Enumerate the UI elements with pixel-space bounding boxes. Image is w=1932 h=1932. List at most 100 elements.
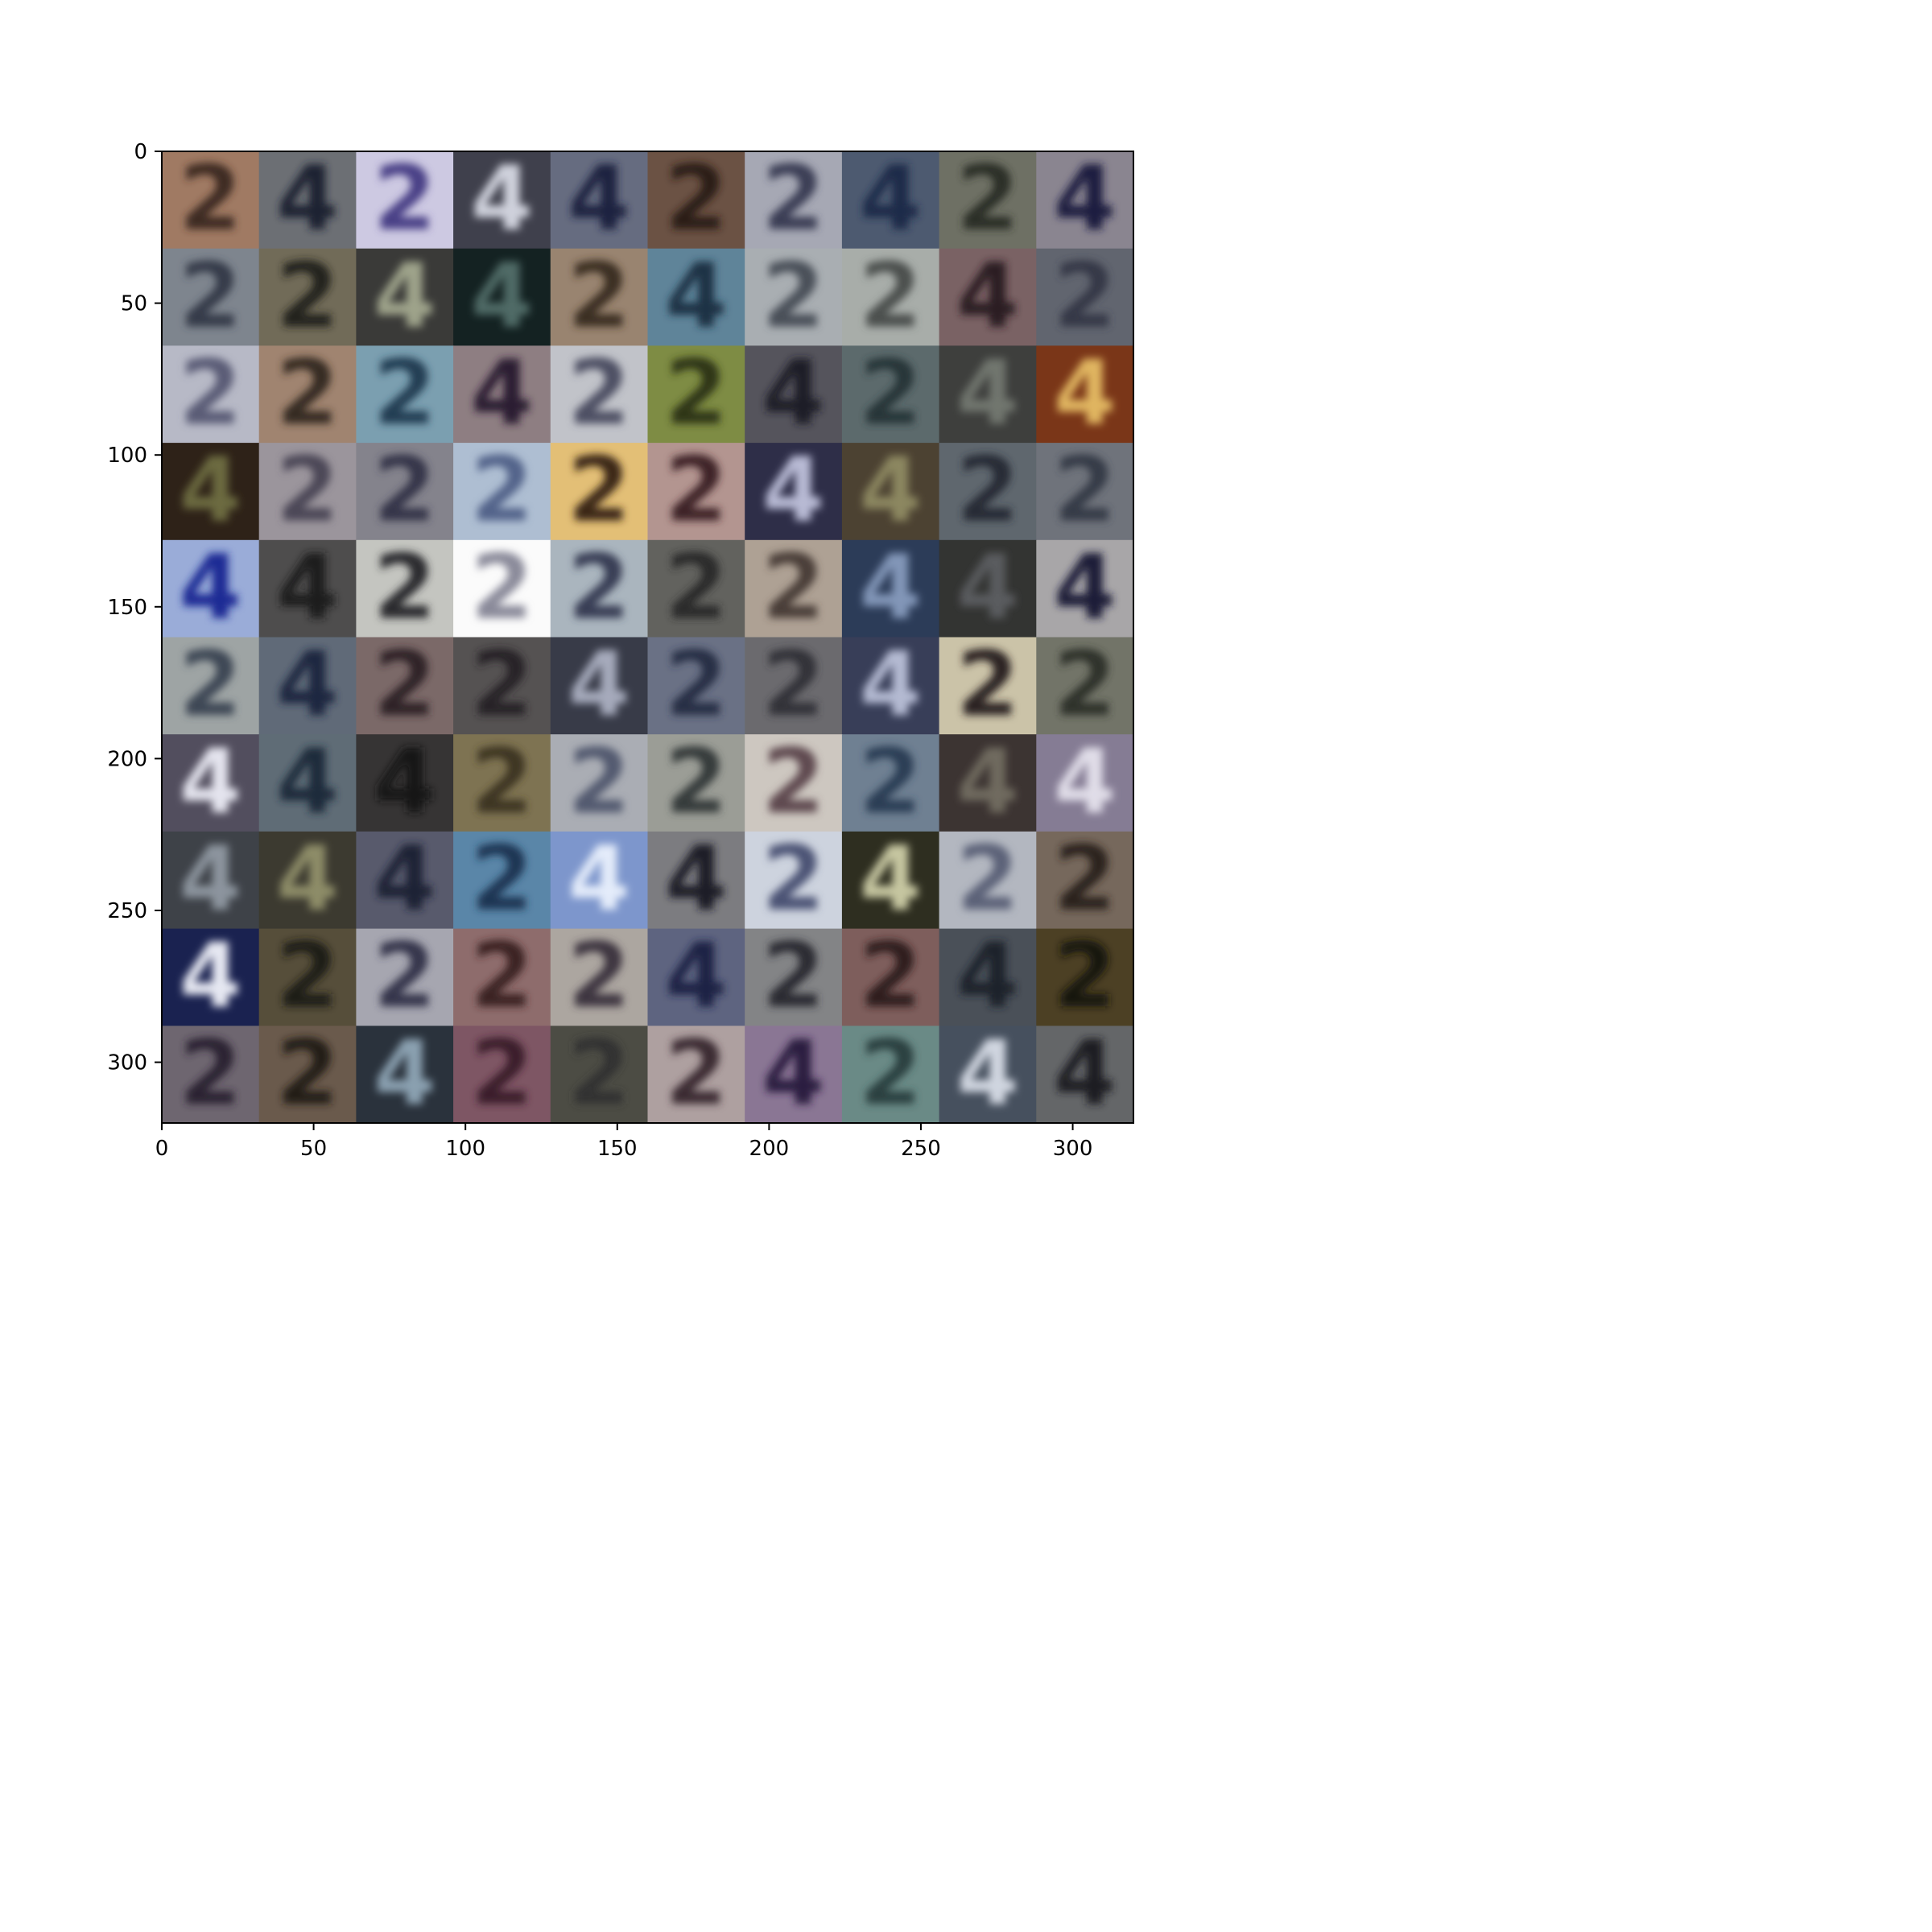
tile-digit: 2	[860, 924, 922, 1028]
tile-digit: 2	[762, 535, 824, 639]
digit-tile: 2	[1036, 633, 1133, 737]
tile-background	[647, 151, 745, 250]
digit-tile: 2	[647, 730, 745, 834]
tile-background	[745, 734, 843, 832]
tile-background	[745, 831, 843, 930]
digit-tile: 4	[939, 345, 1037, 444]
tile-digit: 4	[1054, 147, 1116, 251]
digit-tile: 4	[550, 831, 649, 930]
tile-digit: 2	[956, 439, 1018, 543]
digit-tile: 2	[258, 928, 357, 1026]
tile-digit: 4	[276, 730, 338, 834]
tile-digit: 4	[1054, 730, 1116, 834]
tile-background	[550, 831, 649, 930]
digit-tile: 4	[453, 147, 551, 251]
x-tick-label: 200	[749, 1137, 790, 1161]
tile-background	[939, 443, 1037, 541]
tile-background	[647, 539, 745, 638]
tile-background	[647, 637, 745, 735]
tile-digit: 2	[762, 730, 824, 834]
tile-background	[647, 248, 745, 346]
tile-digit: 2	[471, 633, 533, 737]
digit-tile: 2	[939, 831, 1037, 930]
tile-digit: 2	[860, 730, 922, 834]
tile-background	[745, 1026, 843, 1123]
tile-background	[356, 539, 454, 638]
tile-background	[841, 637, 940, 735]
tile-background	[939, 248, 1037, 346]
tile-background	[453, 345, 551, 444]
tile-background	[1036, 734, 1133, 832]
x-tick-label: 50	[300, 1137, 327, 1161]
digit-tile: 4	[453, 248, 551, 346]
x-tick-label: 100	[445, 1137, 485, 1161]
digit-tile: 2	[162, 341, 260, 445]
tile-background	[258, 248, 357, 346]
tile-digit: 2	[1054, 633, 1116, 737]
digit-tile: 2	[453, 734, 551, 832]
tile-digit: 2	[568, 924, 630, 1028]
image-grid-figure: 2 4 2 4 4 2 2 4 2 42 2 4 4 2 4 2 2 4 22 2 2 4 2 2 4 2 4 44 2 2 2 2 2 4 4 2 2…	[107, 140, 1134, 1161]
digit-tile: 4	[745, 345, 843, 444]
digit-tile: 4	[939, 928, 1037, 1026]
tile-digit: 4	[860, 827, 922, 931]
tile-digit: 4	[276, 827, 338, 931]
tile-digit: 2	[665, 730, 727, 834]
tile-background	[939, 734, 1037, 832]
tile-digit: 4	[956, 535, 1018, 639]
tile-digit: 2	[180, 341, 242, 445]
digit-tile: 2	[647, 539, 745, 638]
tile-background	[258, 831, 357, 930]
tile-digit: 4	[956, 730, 1018, 834]
tile-background	[745, 248, 843, 346]
digit-tile: 2	[939, 637, 1037, 735]
tile-background	[939, 637, 1037, 735]
tile-background	[647, 345, 745, 444]
digit-tile: 2	[939, 147, 1037, 251]
tile-digit: 4	[956, 244, 1018, 348]
tile-digit: 4	[860, 535, 922, 639]
x-tick-label: 150	[597, 1137, 638, 1161]
digit-tile: 2	[162, 151, 260, 249]
digit-tile: 4	[258, 637, 357, 735]
tile-background	[162, 928, 260, 1026]
tile-digit: 2	[276, 439, 338, 543]
tile-background	[841, 831, 940, 930]
tile-background	[550, 151, 649, 250]
digit-tile: 2	[939, 439, 1037, 543]
digit-tile: 2	[550, 924, 649, 1028]
tile-digit: 4	[471, 147, 533, 251]
tile-background	[162, 734, 260, 832]
tile-digit: 4	[374, 827, 436, 931]
tile-background	[550, 928, 649, 1026]
digit-tile: 2	[356, 637, 454, 735]
digit-tile: 4	[745, 443, 843, 540]
tile-background	[356, 637, 454, 735]
tile-background	[745, 151, 843, 250]
tile-background	[841, 1026, 940, 1123]
tile-background	[356, 734, 454, 832]
tile-digit: 4	[374, 1022, 436, 1125]
tile-background	[939, 1026, 1037, 1123]
tile-background	[550, 734, 649, 832]
tile-digit: 4	[180, 827, 242, 931]
tile-background	[453, 637, 551, 735]
tile-digit: 2	[1054, 827, 1116, 931]
tile-digit: 4	[276, 147, 338, 251]
tile-digit: 2	[956, 147, 1018, 251]
tile-digit: 4	[374, 244, 436, 348]
digit-tile: 2	[647, 1026, 745, 1123]
digit-tile: 2	[841, 345, 940, 444]
tile-background	[1036, 637, 1133, 735]
tile-background	[1036, 928, 1133, 1026]
tile-background	[1036, 831, 1133, 930]
y-tick-label: 150	[107, 596, 147, 620]
tile-background	[1036, 539, 1133, 638]
y-tick-label: 50	[121, 292, 147, 316]
tile-digit: 4	[180, 535, 242, 639]
tile-digit: 2	[568, 730, 630, 834]
digit-tile: 2	[453, 1026, 551, 1123]
digit-tile: 4	[162, 535, 260, 639]
digit-tile: 2	[550, 539, 649, 638]
tile-background	[1036, 151, 1133, 250]
